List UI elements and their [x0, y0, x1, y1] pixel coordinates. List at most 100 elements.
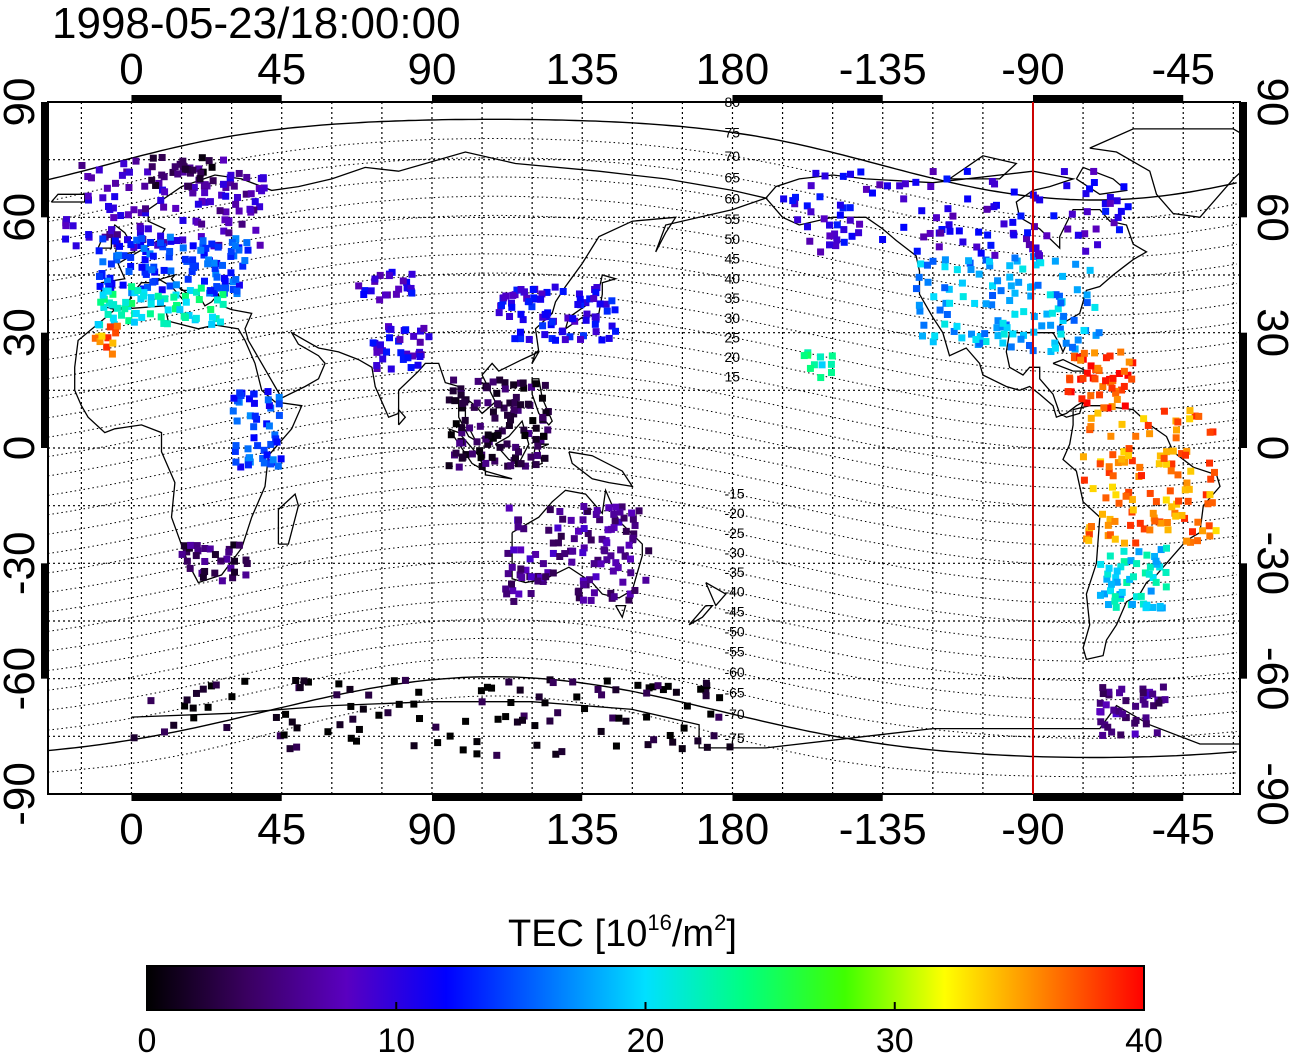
tec-point [158, 286, 166, 294]
tec-point [207, 287, 215, 295]
tec-point [1074, 336, 1082, 344]
tec-point [549, 569, 557, 577]
tec-point [643, 713, 651, 721]
frame-tick-right [1240, 563, 1247, 679]
tec-point [1097, 718, 1105, 726]
tec-point [546, 506, 554, 514]
tec-point [539, 560, 547, 568]
tec-point [545, 526, 553, 534]
tec-point [451, 397, 459, 405]
tec-point [105, 299, 113, 307]
tec-point [1204, 500, 1212, 508]
tec-point [575, 290, 583, 298]
tec-point [144, 283, 152, 291]
tec-point [963, 167, 971, 175]
frame-tick-left [41, 102, 48, 218]
tec-point [140, 244, 148, 252]
tec-point [598, 691, 606, 699]
tec-point [1194, 518, 1202, 526]
tec-point [1034, 281, 1042, 289]
tec-point [1120, 539, 1128, 547]
tec-point [626, 555, 634, 563]
tec-point [230, 394, 238, 402]
tec-point [103, 343, 111, 351]
tec-point [367, 287, 375, 295]
tec-point [1101, 200, 1109, 208]
tec-point [95, 247, 103, 255]
tec-point [109, 290, 117, 298]
tec-point [473, 399, 481, 407]
tec-point [941, 320, 949, 328]
tec-point [183, 548, 191, 556]
tec-point [176, 306, 184, 314]
tec-point [369, 339, 377, 347]
tec-point [408, 352, 416, 360]
tec-point [103, 184, 111, 192]
tec-point [810, 361, 818, 369]
tec-point [529, 285, 537, 293]
tec-point [958, 334, 966, 342]
tec-point [147, 300, 155, 308]
left-latitude-labels: 90 60 30 0 -30 -60 -90 [0, 78, 44, 826]
tec-point [197, 169, 205, 177]
tec-point [564, 314, 572, 322]
tec-point [1143, 551, 1151, 559]
tec-point [1172, 512, 1180, 520]
tec-point [130, 318, 138, 326]
tec-point [1111, 597, 1119, 605]
magnetic-contour [48, 675, 1237, 759]
tec-point [953, 266, 961, 274]
tec-point [517, 401, 525, 409]
tec-point [235, 281, 243, 289]
tec-point [384, 709, 392, 717]
tec-point [527, 573, 535, 581]
tec-point [230, 568, 238, 576]
tec-point [986, 262, 994, 270]
tec-point [1109, 483, 1117, 491]
tec-point [642, 576, 650, 584]
tec-point [780, 195, 788, 203]
tec-point [1102, 494, 1110, 502]
tec-point [445, 396, 453, 404]
tec-point [504, 411, 512, 419]
tec-point [1141, 700, 1149, 708]
tec-point [1162, 568, 1170, 576]
tec-point [259, 455, 267, 463]
tec-point [62, 235, 70, 243]
tec-point [912, 285, 920, 293]
tec-point [577, 335, 585, 343]
tec-point [190, 183, 198, 191]
tec-point [509, 587, 517, 595]
tec-point [1032, 244, 1040, 252]
tec-point [1063, 182, 1071, 190]
tec-point [1132, 716, 1140, 724]
tec-point [942, 299, 950, 307]
tec-point [166, 247, 174, 255]
tec-point [359, 705, 367, 713]
tec-point [104, 310, 112, 318]
tec-point [575, 594, 583, 602]
tec-point [532, 436, 540, 444]
tec-point [827, 360, 835, 368]
tec-point [1109, 451, 1117, 459]
tec-point [201, 557, 209, 565]
tec-point [241, 677, 249, 685]
tec-point [598, 336, 606, 344]
tec-point [533, 741, 541, 749]
tec-point [985, 257, 993, 265]
tec-point [1113, 395, 1121, 403]
tec-point [1117, 348, 1125, 356]
tec-point [205, 256, 213, 264]
tec-point [495, 309, 503, 317]
tec-point [267, 440, 275, 448]
tec-point [254, 442, 262, 450]
colorbar-tick-label: 30 [876, 1022, 914, 1057]
right-lat-label: 0 [1248, 436, 1292, 460]
magnetic-latitude-label: -45 [724, 604, 744, 620]
tec-point [269, 456, 277, 464]
tec-point [242, 571, 250, 579]
tec-point [399, 277, 407, 285]
tec-point [557, 532, 565, 540]
tec-point [1019, 265, 1027, 273]
tec-point [1079, 453, 1087, 461]
